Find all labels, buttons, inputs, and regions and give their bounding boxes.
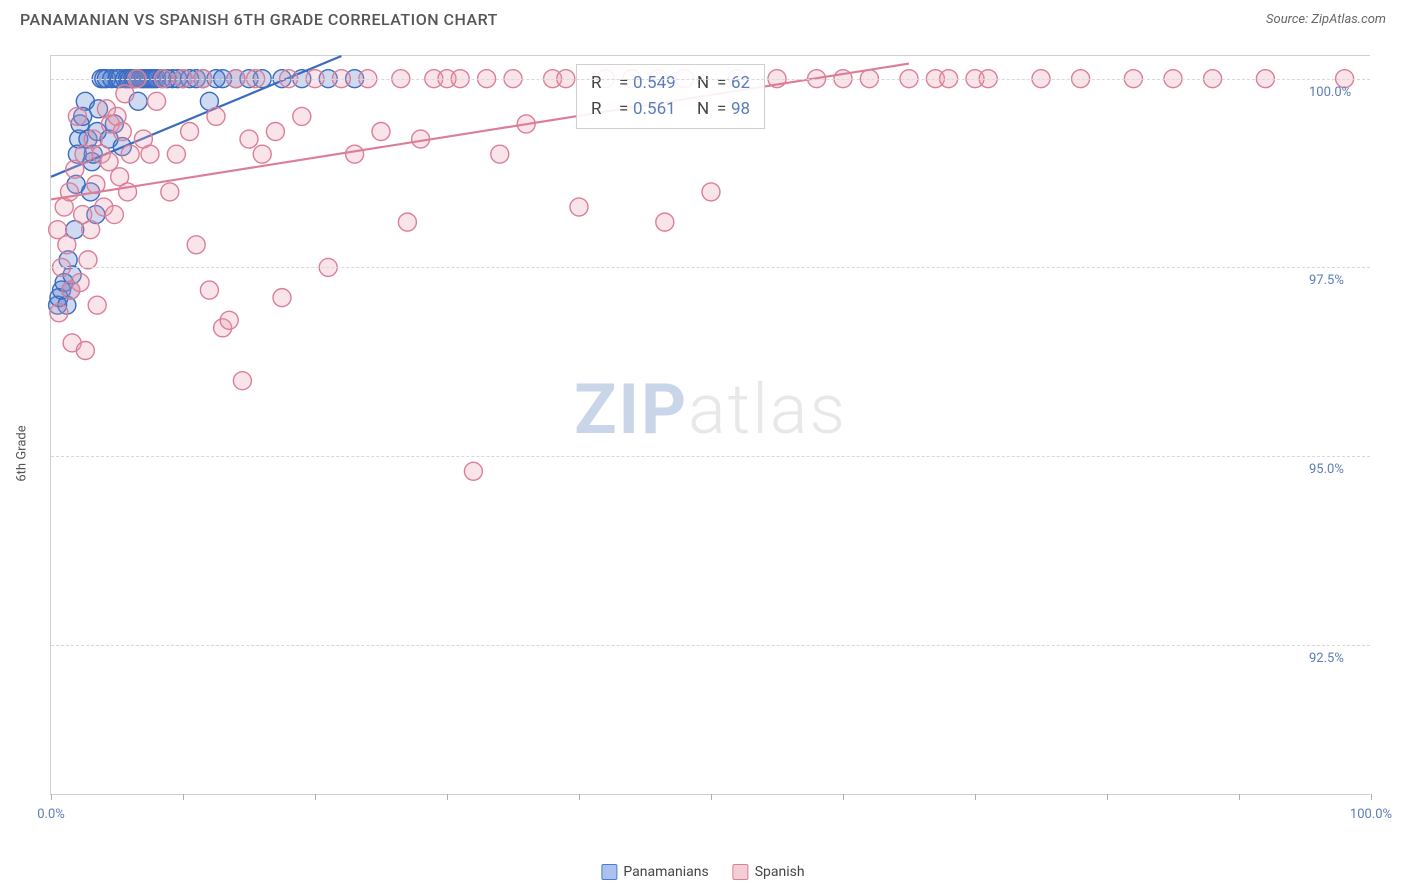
correlation-stats-box: R=0.549N=62R=0.561N=98 xyxy=(576,64,765,129)
gridline xyxy=(51,267,1370,268)
legend-item: Spanish xyxy=(733,864,805,880)
y-tick-label: 97.5% xyxy=(1309,273,1364,288)
legend-item: Panamanians xyxy=(601,864,708,880)
legend-label: Spanish xyxy=(755,864,805,880)
data-point xyxy=(240,130,258,148)
data-point xyxy=(113,123,131,141)
data-point xyxy=(105,206,123,224)
data-point xyxy=(346,145,364,163)
y-tick-label: 100.0% xyxy=(1309,85,1364,100)
data-point xyxy=(79,251,97,269)
data-point xyxy=(167,145,185,163)
source-label: Source: ZipAtlas.com xyxy=(1266,12,1386,27)
x-tick xyxy=(1239,794,1240,800)
data-point xyxy=(141,145,159,163)
data-point xyxy=(187,236,205,254)
legend-label: Panamanians xyxy=(623,864,708,880)
chart-title: PANAMANIAN VS SPANISH 6TH GRADE CORRELAT… xyxy=(20,10,498,29)
data-point xyxy=(372,123,390,141)
data-point xyxy=(656,213,674,231)
data-point xyxy=(82,221,100,239)
data-point xyxy=(398,213,416,231)
data-point xyxy=(121,145,139,163)
data-point xyxy=(207,107,225,125)
x-tick xyxy=(1371,794,1372,800)
data-point xyxy=(76,341,94,359)
data-point xyxy=(266,123,284,141)
data-point xyxy=(100,153,118,171)
data-point xyxy=(50,304,68,322)
x-tick xyxy=(447,794,448,800)
data-point xyxy=(220,311,238,329)
legend-swatch xyxy=(601,864,617,880)
data-point xyxy=(181,123,199,141)
data-point xyxy=(58,236,76,254)
data-point xyxy=(253,145,271,163)
gridline xyxy=(51,645,1370,646)
chart-legend: Panamanians Spanish xyxy=(601,864,804,880)
data-point xyxy=(88,296,106,314)
data-point xyxy=(491,145,509,163)
legend-swatch xyxy=(733,864,749,880)
gridline xyxy=(51,79,1370,80)
data-point xyxy=(161,183,179,201)
y-tick-label: 92.5% xyxy=(1309,651,1364,666)
data-point xyxy=(464,462,482,480)
data-point xyxy=(148,92,166,110)
data-point xyxy=(702,183,720,201)
data-point xyxy=(68,107,86,125)
x-tick xyxy=(975,794,976,800)
data-point xyxy=(273,289,291,307)
x-tick xyxy=(1107,794,1108,800)
x-tick xyxy=(843,794,844,800)
stats-row: R=0.549N=62 xyxy=(591,71,750,97)
stats-row: R=0.561N=98 xyxy=(591,97,750,123)
data-point xyxy=(233,372,251,390)
x-tick-label: 100.0% xyxy=(1350,807,1392,822)
gridline xyxy=(51,456,1370,457)
y-tick-label: 95.0% xyxy=(1309,462,1364,477)
x-tick-label: 0.0% xyxy=(37,807,65,822)
data-point xyxy=(71,274,89,292)
x-tick xyxy=(51,794,52,800)
scatter-svg xyxy=(51,56,1370,794)
x-tick xyxy=(315,794,316,800)
data-point xyxy=(570,198,588,216)
chart-plot-area: ZIPatlas R=0.549N=62R=0.561N=98 92.5%95.… xyxy=(50,55,1370,795)
data-point xyxy=(116,85,134,103)
data-point xyxy=(293,107,311,125)
x-tick xyxy=(183,794,184,800)
y-axis-label: 6th Grade xyxy=(15,425,30,481)
x-tick xyxy=(579,794,580,800)
x-tick xyxy=(711,794,712,800)
data-point xyxy=(200,281,218,299)
